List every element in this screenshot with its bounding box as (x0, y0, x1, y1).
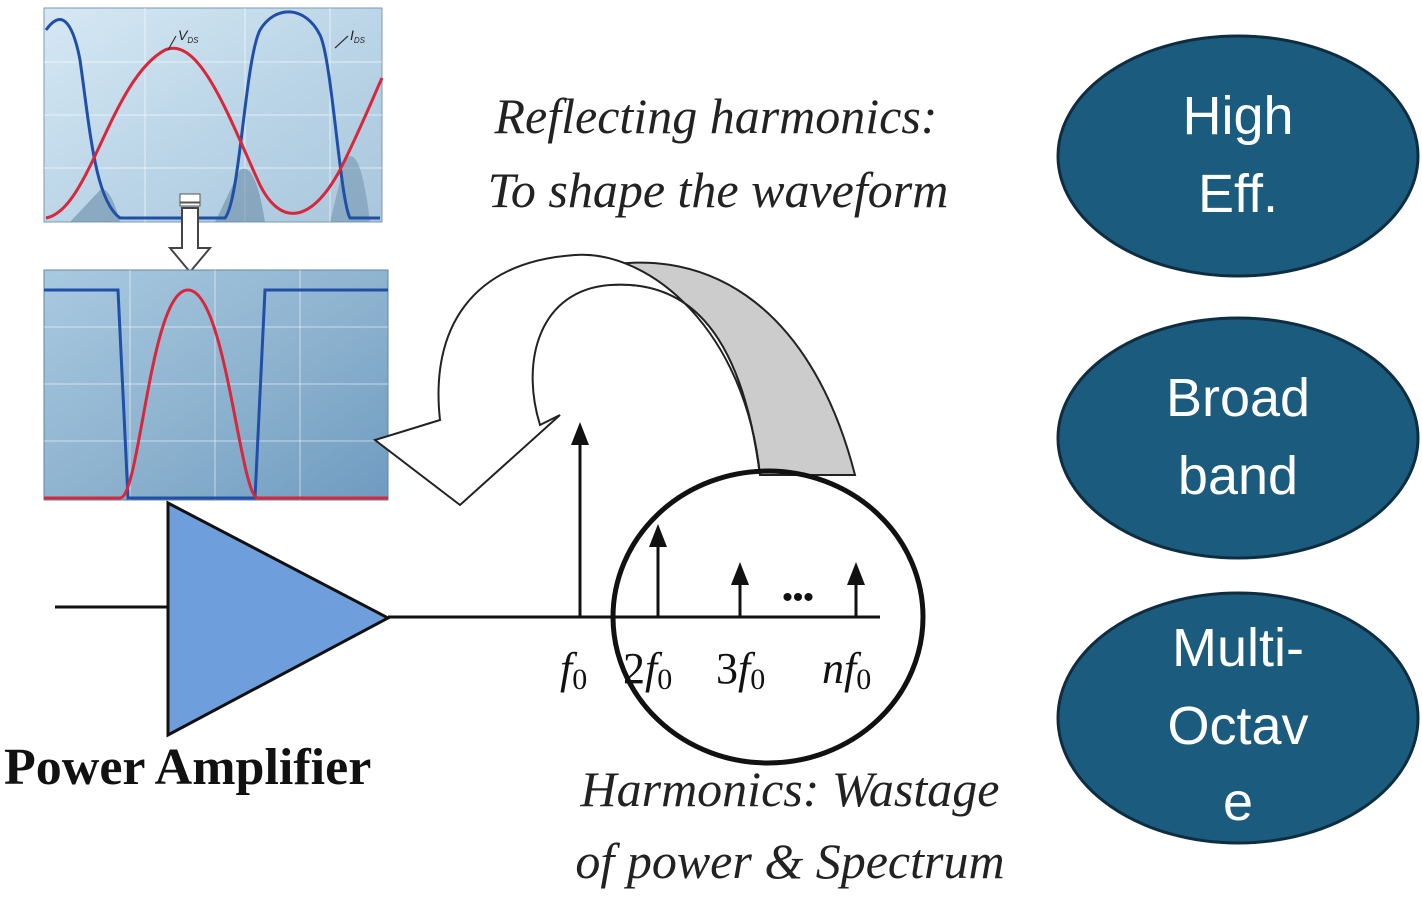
oval-line1: Broad (1166, 368, 1310, 428)
oval-multi-octave: Multi- Octav e (1056, 591, 1420, 845)
ids-label: IDS (350, 27, 366, 45)
label-3f0: 3f0 (716, 644, 765, 696)
amplifier-triangle (166, 500, 392, 738)
overlap-shade-right (330, 156, 370, 222)
vds-halfsine (44, 288, 388, 500)
vds-leader (167, 35, 177, 51)
label-nf0: nf0 (822, 644, 871, 696)
waveform-panel-bottom (43, 269, 389, 501)
ids-curve (44, 10, 380, 220)
reflect-caption-line1: Reflecting harmonics: (494, 88, 938, 144)
spectrum: ••• f0 2f0 3f0 nf0 (560, 422, 926, 766)
ellipsis-dots: ••• (782, 581, 814, 614)
ids-leader (334, 35, 349, 49)
oval-shape (1056, 316, 1420, 560)
scope-background-2 (43, 269, 389, 501)
oval-line1: High (1182, 86, 1293, 146)
arrow-front-band (372, 253, 761, 507)
harmonics-caption-line2: of power & Spectrum (575, 833, 1004, 889)
oval-line2: band (1178, 446, 1298, 506)
scope-grid-2 (44, 270, 388, 500)
arrow-back-face (582, 261, 857, 476)
vds-label: VDS (178, 27, 199, 45)
power-amplifier: Power Amplifier (4, 500, 880, 796)
waveform-panel-top: VDS IDS (43, 7, 384, 223)
reflect-caption-line2: To shape the waveform (488, 162, 949, 218)
harmonic2-arrowhead (649, 524, 667, 547)
oval-high-eff: High Eff. (1056, 34, 1420, 278)
oval-shape (1056, 591, 1420, 845)
harmonic3-arrowhead (731, 562, 749, 585)
harmonics-caption: Harmonics: Wastage of power & Spectrum (575, 761, 1004, 889)
ids-square (44, 288, 388, 500)
overlap-shade-left (70, 189, 120, 222)
harmonics-ellipse (610, 468, 926, 766)
reflect-caption: Reflecting harmonics: To shape the wavef… (488, 88, 949, 218)
vds-curve (45, 46, 384, 220)
oval-line2: Eff. (1198, 164, 1278, 224)
reflect-arrow (372, 253, 857, 507)
oval-line3: e (1223, 772, 1253, 832)
fundamental-arrowhead (571, 422, 589, 445)
oval-shape (1056, 34, 1420, 278)
label-2f0: 2f0 (623, 644, 672, 696)
oval-broadband: Broad band (1056, 316, 1420, 560)
harmonics-caption-line1: Harmonics: Wastage (580, 761, 1000, 817)
oval-line1: Multi- (1172, 618, 1304, 678)
label-f0: f0 (560, 644, 587, 696)
harmonicn-arrowhead (847, 562, 865, 585)
down-arrow (167, 193, 213, 274)
oval-line2: Octav (1167, 696, 1308, 756)
overlap-shade-mid (215, 168, 265, 222)
amplifier-label: Power Amplifier (4, 739, 371, 796)
